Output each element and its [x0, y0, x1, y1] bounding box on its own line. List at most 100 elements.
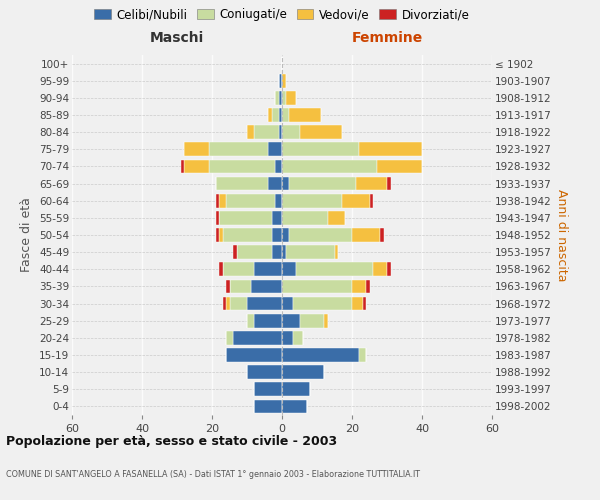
Bar [282, 142, 359, 156]
Bar [271, 108, 278, 122]
Bar [282, 194, 341, 207]
Bar [184, 160, 209, 173]
Bar [282, 74, 286, 88]
Bar [223, 262, 254, 276]
Bar [328, 211, 345, 224]
Bar [251, 280, 282, 293]
Bar [184, 142, 209, 156]
Bar [282, 160, 377, 173]
Bar [254, 400, 282, 413]
Bar [324, 314, 328, 328]
Bar [275, 194, 282, 207]
Text: COMUNE DI SANT'ANGELO A FASANELLA (SA) - Dati ISTAT 1° gennaio 2003 - Elaborazio: COMUNE DI SANT'ANGELO A FASANELLA (SA) -… [6, 470, 420, 479]
Bar [226, 348, 282, 362]
Bar [286, 246, 335, 259]
Bar [254, 126, 278, 139]
Bar [219, 228, 223, 242]
Bar [254, 314, 282, 328]
Legend: Celibi/Nubili, Coniugati/e, Vedovi/e, Divorziati/e: Celibi/Nubili, Coniugati/e, Vedovi/e, Di… [89, 4, 475, 26]
Bar [366, 280, 370, 293]
Bar [282, 176, 289, 190]
Bar [282, 246, 286, 259]
Bar [247, 366, 282, 379]
Bar [289, 228, 352, 242]
Bar [387, 262, 391, 276]
Bar [209, 160, 275, 173]
Y-axis label: Fasce di età: Fasce di età [20, 198, 34, 272]
Bar [219, 211, 271, 224]
Bar [247, 296, 282, 310]
Bar [282, 331, 293, 344]
Bar [275, 91, 278, 104]
Bar [236, 246, 271, 259]
Bar [229, 296, 247, 310]
Bar [181, 160, 184, 173]
Bar [282, 108, 289, 122]
Bar [275, 160, 282, 173]
Bar [268, 176, 282, 190]
Bar [293, 296, 352, 310]
Bar [271, 228, 282, 242]
Text: Popolazione per età, sesso e stato civile - 2003: Popolazione per età, sesso e stato civil… [6, 435, 337, 448]
Bar [359, 142, 422, 156]
Bar [271, 246, 282, 259]
Bar [247, 314, 254, 328]
Bar [209, 142, 268, 156]
Text: Maschi: Maschi [150, 30, 204, 44]
Bar [299, 314, 324, 328]
Bar [282, 228, 289, 242]
Bar [282, 400, 307, 413]
Y-axis label: Anni di nascita: Anni di nascita [555, 188, 568, 281]
Bar [278, 108, 282, 122]
Bar [282, 280, 352, 293]
Bar [352, 296, 362, 310]
Bar [387, 176, 391, 190]
Bar [229, 280, 251, 293]
Bar [341, 194, 370, 207]
Bar [282, 126, 299, 139]
Bar [226, 280, 229, 293]
Bar [362, 296, 366, 310]
Bar [254, 262, 282, 276]
Bar [355, 176, 387, 190]
Bar [215, 211, 219, 224]
Text: Femmine: Femmine [352, 30, 422, 44]
Bar [296, 262, 373, 276]
Bar [215, 194, 219, 207]
Bar [219, 262, 223, 276]
Bar [282, 314, 299, 328]
Bar [282, 211, 328, 224]
Bar [223, 228, 271, 242]
Bar [278, 74, 282, 88]
Bar [215, 228, 219, 242]
Bar [359, 348, 366, 362]
Bar [271, 211, 282, 224]
Bar [278, 126, 282, 139]
Bar [219, 194, 226, 207]
Bar [282, 366, 324, 379]
Bar [226, 331, 233, 344]
Bar [352, 280, 366, 293]
Bar [268, 142, 282, 156]
Bar [289, 176, 355, 190]
Bar [377, 160, 422, 173]
Bar [335, 246, 338, 259]
Bar [268, 108, 271, 122]
Bar [233, 246, 236, 259]
Bar [286, 91, 296, 104]
Bar [247, 126, 254, 139]
Bar [370, 194, 373, 207]
Bar [282, 91, 286, 104]
Bar [373, 262, 387, 276]
Bar [352, 228, 380, 242]
Bar [282, 262, 296, 276]
Bar [233, 331, 282, 344]
Bar [282, 296, 293, 310]
Bar [380, 228, 383, 242]
Bar [226, 296, 229, 310]
Bar [282, 382, 310, 396]
Bar [299, 126, 341, 139]
Bar [289, 108, 320, 122]
Bar [215, 176, 268, 190]
Bar [223, 296, 226, 310]
